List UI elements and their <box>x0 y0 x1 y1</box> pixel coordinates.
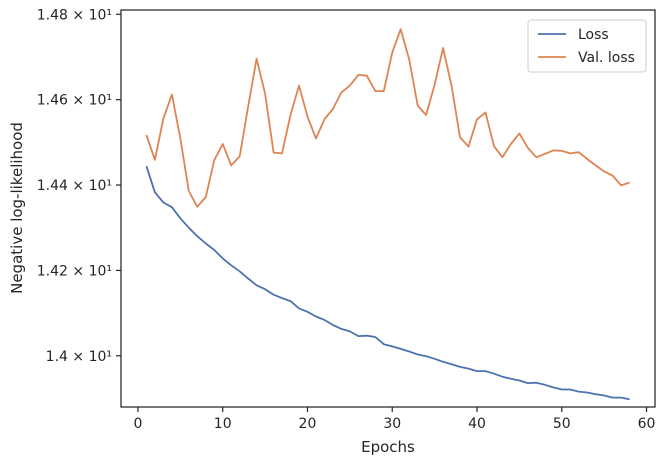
series-lines <box>145 28 630 401</box>
legend: Loss Val. loss <box>527 19 647 73</box>
y-tick-label: 1.44 × 10¹ <box>37 178 112 194</box>
y-axis-ticks: 1.4 × 10¹ 1.42 × 10¹ 1.44 × 10¹ 1.46 × 10¹ 1… <box>37 7 121 365</box>
legend-label-loss: Loss <box>578 27 609 43</box>
x-tick-label: 50 <box>553 416 571 432</box>
y-tick-label: 1.4 × 10¹ <box>46 349 112 365</box>
x-axis-label: Epochs <box>361 438 415 456</box>
y-tick-label: 1.46 × 10¹ <box>37 93 112 109</box>
legend-box <box>527 19 647 73</box>
x-tick-label: 60 <box>638 416 656 432</box>
series-line-0 <box>145 165 630 401</box>
y-axis-label: Negative log-likelihood <box>8 122 26 294</box>
x-tick-label: 30 <box>383 416 401 432</box>
series-line-1 <box>145 28 630 208</box>
y-tick-label: 1.48 × 10¹ <box>37 7 112 23</box>
plot-frame <box>120 9 656 408</box>
legend-label-val-loss: Val. loss <box>578 50 635 66</box>
x-tick-label: 0 <box>133 416 142 432</box>
x-axis-ticks: 0 10 20 30 40 50 60 <box>133 407 655 432</box>
x-tick-label: 40 <box>468 416 486 432</box>
y-tick-label: 1.42 × 10¹ <box>37 263 112 279</box>
x-tick-label: 10 <box>214 416 232 432</box>
x-tick-label: 20 <box>299 416 317 432</box>
